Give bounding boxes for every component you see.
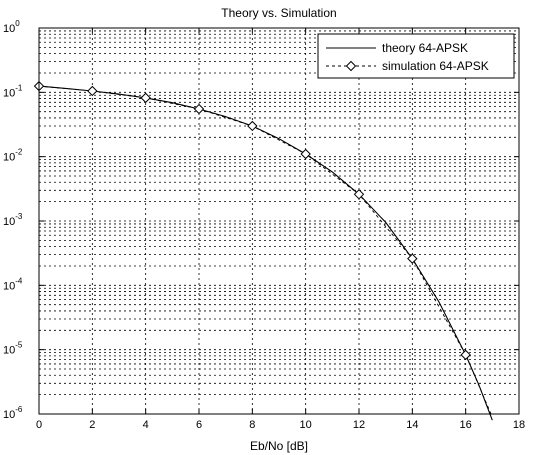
y-tick-label: 10-6 — [3, 405, 23, 421]
x-tick-label: 10 — [300, 419, 312, 431]
x-tick-label: 2 — [89, 419, 95, 431]
legend-entry-label: simulation 64-APSK — [382, 59, 489, 73]
legend-entry-label: theory 64-APSK — [382, 41, 468, 55]
x-axis-label: Eb/No [dB] — [250, 439, 308, 453]
series-layer — [33, 80, 493, 421]
y-tick-label: 10-5 — [3, 341, 23, 357]
x-tick-label: 14 — [406, 419, 418, 431]
simulation-series-line — [38, 85, 493, 418]
legend-marker-sample — [345, 60, 357, 72]
x-tick-label: 12 — [353, 419, 365, 431]
x-tick-label: 16 — [460, 419, 472, 431]
simulation-point — [247, 120, 258, 132]
x-tick-label: 6 — [196, 419, 202, 431]
simulation-point — [140, 92, 151, 104]
simulation-point — [353, 189, 365, 200]
y-tick-label: 10-4 — [3, 276, 23, 292]
y-tick-label: 10-2 — [3, 148, 23, 164]
y-tick-label: 10-1 — [3, 83, 23, 99]
x-tick-label: 18 — [513, 419, 525, 431]
x-tick-label: 4 — [143, 419, 149, 431]
x-tick-label: 8 — [249, 419, 255, 431]
axis-ticks: 0 2 4 6 8 10 12 14 16 18 100 10-1 10-2 10-3 10-4 10-5 10… — [3, 19, 525, 431]
y-tick-label: 100 — [3, 19, 20, 35]
simulation-point — [407, 253, 418, 264]
simulation-point — [193, 103, 205, 115]
x-tick-label: 0 — [36, 419, 42, 431]
simulation-point — [87, 85, 98, 97]
chart-title: Theory vs. Simulation — [221, 6, 336, 20]
y-tick-label: 10-3 — [3, 212, 23, 228]
legend: theory 64-APSK simulation 64-APSK — [317, 33, 515, 79]
simulation-point — [300, 148, 311, 160]
simulation-point — [460, 349, 471, 361]
